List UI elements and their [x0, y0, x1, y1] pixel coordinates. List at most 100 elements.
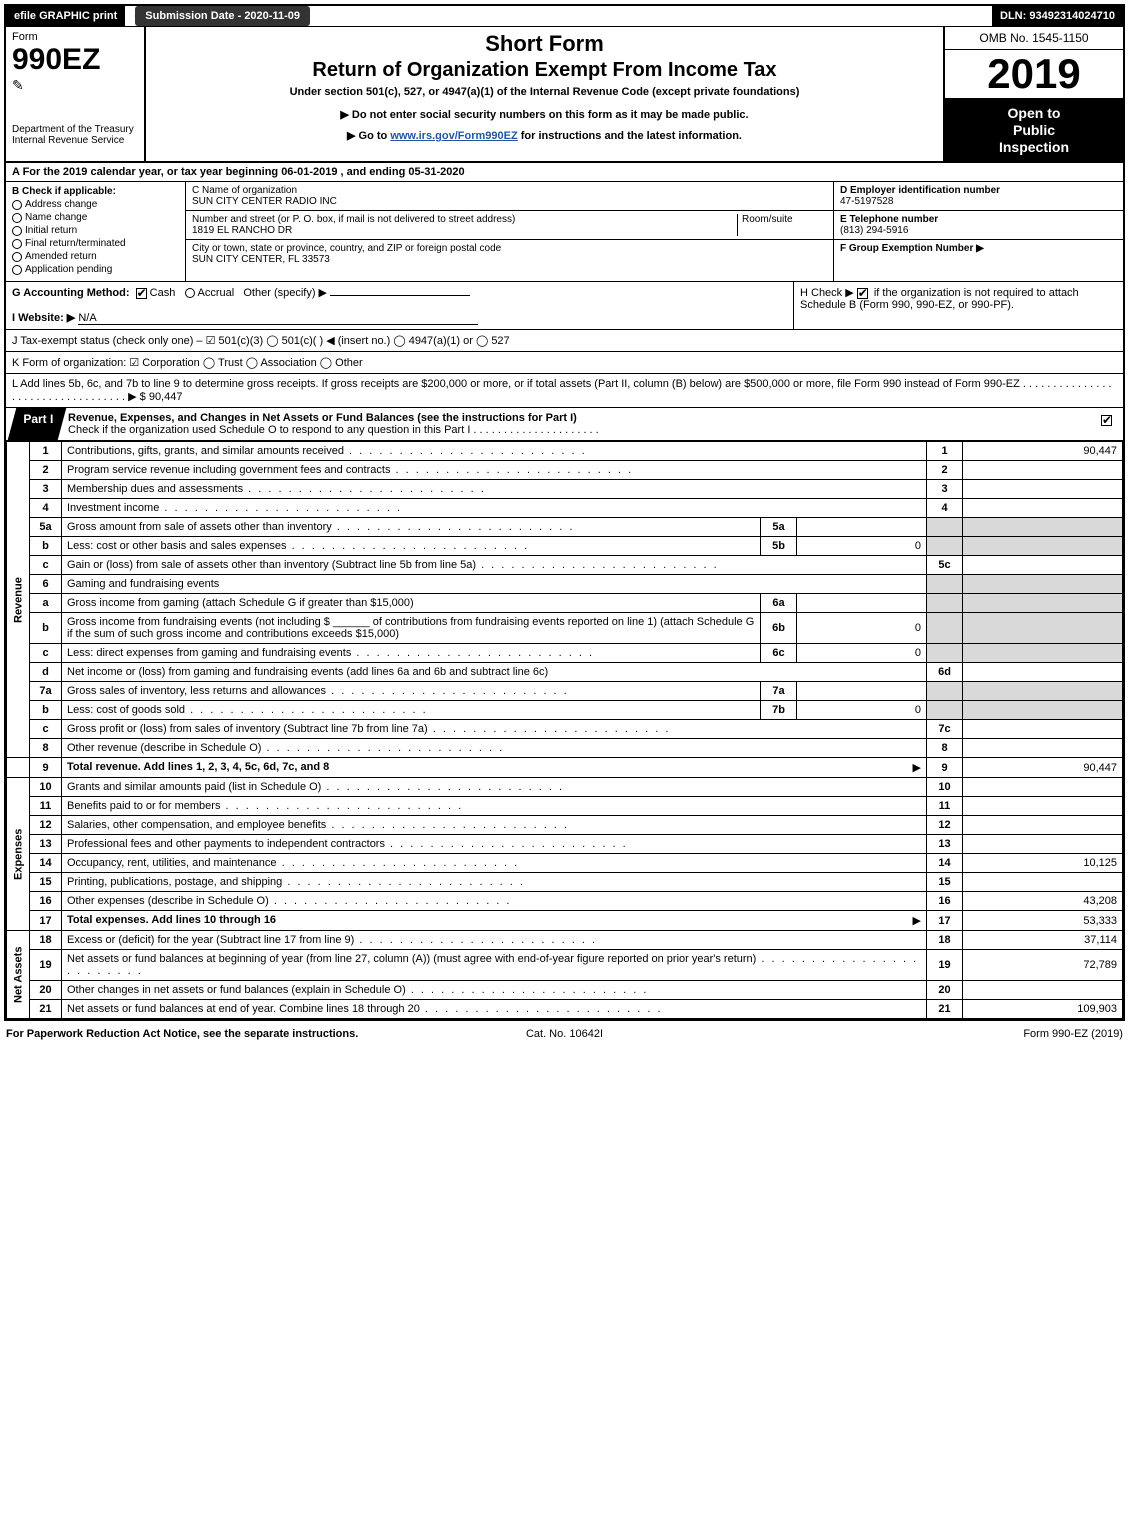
part-i-title: Revenue, Expenses, and Changes in Net As… — [68, 412, 577, 424]
ssn-warning: ▶ Do not enter social security numbers o… — [152, 108, 937, 121]
ln5c-amt — [963, 556, 1123, 575]
ln6b-num: b — [30, 613, 62, 644]
ln6a-desc: Gross income from gaming (attach Schedul… — [62, 594, 761, 613]
sidebar-rev-end — [7, 758, 30, 778]
ln16-amt: 43,208 — [963, 892, 1123, 911]
ln5c-desc: Gain or (loss) from sale of assets other… — [62, 556, 927, 575]
ln6c-sval: 0 — [797, 644, 927, 663]
submission-date-pill: Submission Date - 2020-11-09 — [135, 6, 310, 26]
ln17-ref: 17 — [927, 911, 963, 931]
ln13-desc: Professional fees and other payments to … — [62, 835, 927, 854]
chk-cash[interactable] — [136, 288, 147, 299]
line-a-tax-year: A For the 2019 calendar year, or tax yea… — [6, 163, 1123, 182]
ln7c-amt — [963, 720, 1123, 739]
ln2-desc: Program service revenue including govern… — [62, 461, 927, 480]
open-public-box: Open to Public Inspection — [945, 99, 1123, 161]
efile-print-button[interactable]: efile GRAPHIC print — [6, 6, 125, 26]
ln7b-sval: 0 — [797, 701, 927, 720]
chk-initial-return[interactable] — [12, 226, 22, 236]
room-label: Room/suite — [742, 214, 793, 225]
irs-label: Internal Revenue Service — [12, 135, 138, 146]
row-l: L Add lines 5b, 6c, and 7b to line 9 to … — [6, 374, 1123, 408]
ln9-desc: Total revenue. Add lines 1, 2, 3, 4, 5c,… — [62, 758, 927, 778]
ln20-desc: Other changes in net assets or fund bala… — [62, 981, 927, 1000]
other-method-input[interactable] — [330, 295, 470, 296]
opt-application-pending: Application pending — [25, 264, 112, 275]
part-i-sub: Check if the organization used Schedule … — [68, 424, 599, 436]
ln6a-num: a — [30, 594, 62, 613]
ln5a-desc: Gross amount from sale of assets other t… — [62, 518, 761, 537]
ln17-num: 17 — [30, 911, 62, 931]
short-form-title: Short Form — [152, 31, 937, 57]
chk-accrual[interactable] — [185, 288, 195, 298]
chk-application-pending[interactable] — [12, 265, 22, 275]
street-address: 1819 EL RANCHO DR — [192, 225, 292, 236]
chk-address-change[interactable] — [12, 200, 22, 210]
ln5a-sub: 5a — [761, 518, 797, 537]
footer-right: Form 990-EZ (2019) — [751, 1028, 1123, 1040]
box-e-label: E Telephone number — [840, 214, 938, 225]
ln16-desc: Other expenses (describe in Schedule O) — [62, 892, 927, 911]
ln9-num: 9 — [30, 758, 62, 778]
ln7c-desc: Gross profit or (loss) from sales of inv… — [62, 720, 927, 739]
ln6d-ref: 6d — [927, 663, 963, 682]
goto-pre: ▶ Go to — [347, 130, 390, 142]
ln19-desc: Net assets or fund balances at beginning… — [62, 950, 927, 981]
ln19-ref: 19 — [927, 950, 963, 981]
ln21-num: 21 — [30, 1000, 62, 1019]
return-title: Return of Organization Exempt From Incom… — [152, 59, 937, 82]
ln6d-num: d — [30, 663, 62, 682]
row-j: J Tax-exempt status (check only one) – ☑… — [6, 330, 1123, 352]
box-d-label: D Employer identification number — [840, 185, 1000, 196]
sidebar-netassets: Net Assets — [7, 931, 30, 1019]
ln11-amt — [963, 797, 1123, 816]
ln8-num: 8 — [30, 739, 62, 758]
ln9-arrow: ▶ — [913, 761, 921, 774]
form-word: Form — [12, 31, 138, 43]
ln6b-grey2 — [963, 613, 1123, 644]
opt-final-return: Final return/terminated — [25, 238, 126, 249]
ln4-desc: Investment income — [62, 499, 927, 518]
ln12-amt — [963, 816, 1123, 835]
open-line3: Inspection — [999, 139, 1069, 155]
row-k: K Form of organization: ☑ Corporation ◯ … — [6, 352, 1123, 374]
ln3-ref: 3 — [927, 480, 963, 499]
ln5b-sval: 0 — [797, 537, 927, 556]
chk-schedule-b[interactable] — [857, 288, 868, 299]
ln18-ref: 18 — [927, 931, 963, 950]
ln7a-desc: Gross sales of inventory, less returns a… — [62, 682, 761, 701]
ln6b-grey — [927, 613, 963, 644]
website-value: N/A — [78, 312, 478, 325]
ln6a-grey2 — [963, 594, 1123, 613]
ln5a-num: 5a — [30, 518, 62, 537]
ln7b-grey2 — [963, 701, 1123, 720]
ln3-amt — [963, 480, 1123, 499]
ln7c-ref: 7c — [927, 720, 963, 739]
ln5b-grey2 — [963, 537, 1123, 556]
goto-link[interactable]: www.irs.gov/Form990EZ — [390, 130, 517, 142]
ln1-ref: 1 — [927, 442, 963, 461]
ln13-ref: 13 — [927, 835, 963, 854]
chk-final-return[interactable] — [12, 239, 22, 249]
footer-left: For Paperwork Reduction Act Notice, see … — [6, 1028, 378, 1040]
ln21-ref: 21 — [927, 1000, 963, 1019]
chk-amended-return[interactable] — [12, 252, 22, 262]
chk-schedule-o-parti[interactable] — [1101, 415, 1112, 426]
chk-name-change[interactable] — [12, 213, 22, 223]
ln5a-sval — [797, 518, 927, 537]
open-line1: Open to — [1008, 105, 1061, 121]
city-label: City or town, state or province, country… — [192, 243, 501, 254]
ln4-amt — [963, 499, 1123, 518]
ln5c-ref: 5c — [927, 556, 963, 575]
ln12-desc: Salaries, other compensation, and employ… — [62, 816, 927, 835]
ln12-ref: 12 — [927, 816, 963, 835]
ln11-ref: 11 — [927, 797, 963, 816]
goto-line: ▶ Go to www.irs.gov/Form990EZ for instru… — [152, 129, 937, 142]
sidebar-revenue: Revenue — [7, 442, 30, 758]
ln17-desc: Total expenses. Add lines 10 through 16 … — [62, 911, 927, 931]
ln7b-sub: 7b — [761, 701, 797, 720]
opt-initial-return: Initial return — [25, 225, 77, 236]
ln5b-grey — [927, 537, 963, 556]
ln5a-grey2 — [963, 518, 1123, 537]
dln-label: DLN: 93492314024710 — [992, 6, 1123, 26]
